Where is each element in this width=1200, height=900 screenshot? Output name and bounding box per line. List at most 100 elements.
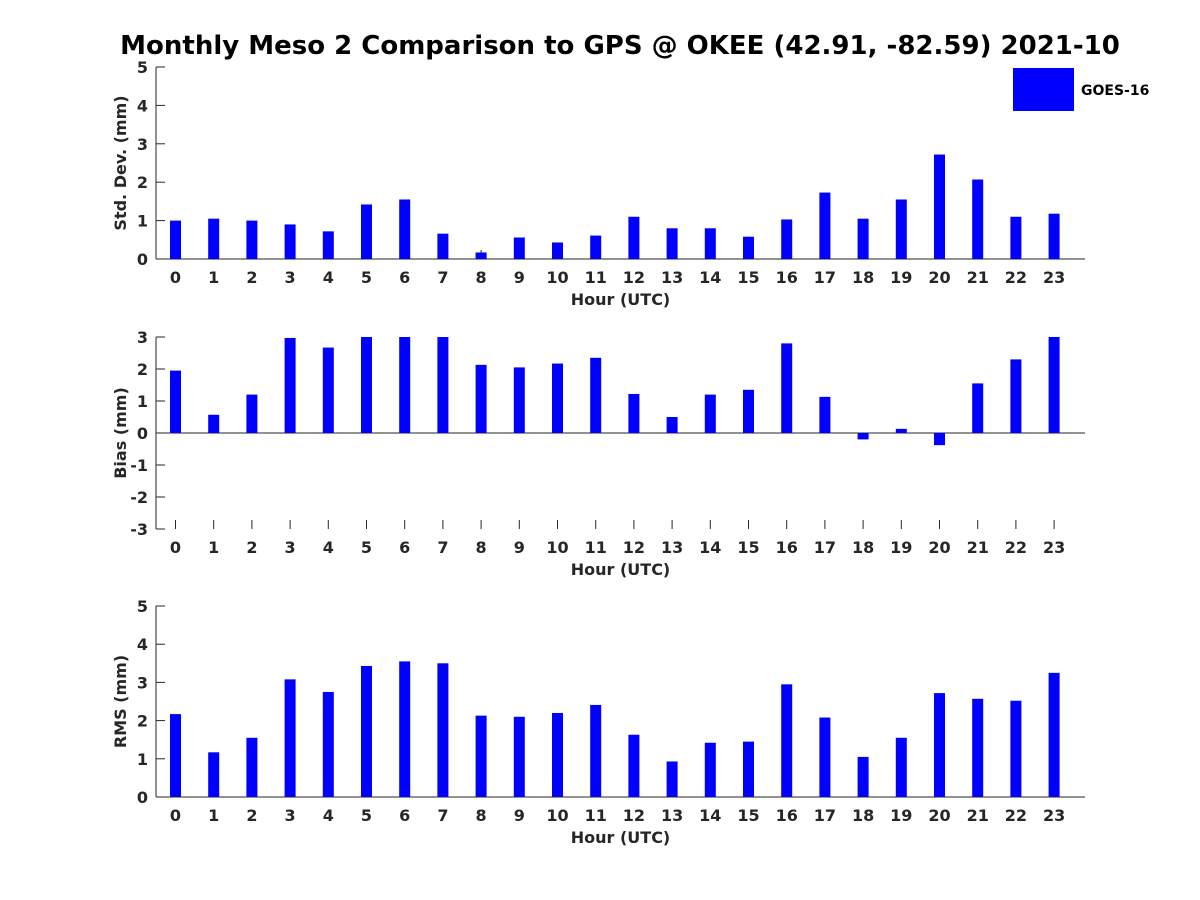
x-tick-label: 14: [699, 806, 721, 825]
bar: [284, 337, 296, 433]
x-tick-label: 12: [623, 268, 645, 287]
bar: [934, 693, 945, 797]
x-axis-label: Hour (UTC): [571, 828, 671, 847]
x-tick-label: 19: [890, 268, 912, 287]
x-tick-label: 5: [361, 268, 372, 287]
x-tick-label: 15: [737, 806, 759, 825]
x-tick-label: 13: [661, 806, 683, 825]
y-tick-label: 2: [137, 360, 148, 379]
bar: [743, 389, 754, 433]
bar: [819, 396, 831, 433]
x-tick-label: 9: [514, 806, 525, 825]
bar: [170, 370, 181, 433]
bar: [857, 218, 869, 259]
bar: [552, 712, 563, 797]
x-tick-label: 11: [585, 538, 607, 557]
x-tick-label: 0: [170, 268, 181, 287]
x-tick-label: 3: [285, 538, 296, 557]
x-tick-label: 15: [737, 538, 759, 557]
bar: [399, 661, 411, 797]
y-tick-label: 5: [137, 58, 148, 77]
bar: [590, 235, 602, 259]
x-tick-label: 10: [546, 538, 568, 557]
x-tick-label: 18: [852, 806, 874, 825]
bar: [590, 357, 602, 433]
x-tick-label: 11: [585, 806, 607, 825]
y-tick-label: -3: [130, 520, 148, 539]
x-tick-label: 14: [699, 538, 721, 557]
bar: [475, 715, 487, 797]
y-tick-label: 1: [137, 392, 148, 411]
legend: GOES-16: [1013, 68, 1149, 111]
bar: [284, 679, 296, 797]
y-tick-label: 2: [137, 173, 148, 192]
bar: [208, 218, 220, 259]
x-tick-label: 7: [437, 268, 448, 287]
x-tick-label: 18: [852, 538, 874, 557]
x-tick-label: 23: [1043, 538, 1065, 557]
bar: [857, 756, 869, 797]
y-tick-label: 5: [137, 597, 148, 616]
y-axis-label: Bias (mm): [111, 387, 130, 479]
bar: [1010, 359, 1022, 433]
bar: [857, 433, 869, 440]
y-tick-label: -1: [130, 456, 148, 475]
bar: [552, 363, 563, 433]
bar: [704, 228, 716, 259]
bar: [361, 337, 372, 433]
x-tick-label: 9: [514, 268, 525, 287]
x-tick-label: 22: [1005, 538, 1027, 557]
bar: [322, 231, 334, 259]
bar: [628, 734, 640, 797]
bar: [972, 698, 984, 797]
bar: [399, 337, 411, 433]
bar: [704, 394, 716, 433]
bar: [1010, 700, 1022, 797]
x-tick-label: 16: [776, 268, 798, 287]
y-tick-label: 3: [137, 328, 148, 347]
y-axis-label: Std. Dev. (mm): [111, 95, 130, 230]
bar: [513, 237, 525, 259]
bar: [704, 742, 716, 797]
x-tick-label: 5: [361, 806, 372, 825]
y-tick-label: 0: [137, 788, 148, 807]
bar: [972, 179, 984, 259]
y-tick-label: 0: [137, 250, 148, 269]
bar: [322, 347, 334, 433]
bar: [246, 737, 258, 797]
y-tick-label: 3: [137, 135, 148, 154]
bar: [513, 716, 525, 797]
x-tick-label: 7: [437, 538, 448, 557]
y-tick-label: 1: [137, 750, 148, 769]
x-tick-label: 20: [928, 538, 950, 557]
x-axis-label: Hour (UTC): [571, 560, 671, 579]
y-tick-label: 3: [137, 673, 148, 692]
x-tick-label: 18: [852, 268, 874, 287]
x-tick-label: 3: [285, 806, 296, 825]
bar: [208, 414, 220, 433]
x-tick-label: 8: [476, 268, 487, 287]
x-tick-label: 23: [1043, 268, 1065, 287]
bar: [666, 228, 678, 259]
bar: [475, 364, 487, 433]
x-tick-label: 4: [323, 806, 334, 825]
bar: [743, 741, 754, 797]
bar: [934, 433, 945, 446]
bar: [437, 663, 449, 797]
bar: [628, 393, 640, 433]
y-tick-label: 4: [137, 96, 148, 115]
x-tick-label: 14: [699, 268, 721, 287]
bar: [208, 752, 220, 797]
x-tick-label: 12: [623, 806, 645, 825]
bar: [437, 337, 449, 433]
bar: [361, 665, 372, 797]
legend-swatch: [1013, 68, 1074, 111]
x-tick-label: 12: [623, 538, 645, 557]
bar: [1048, 213, 1060, 259]
bar: [1048, 672, 1060, 797]
bar: [399, 199, 411, 259]
bar: [590, 704, 602, 797]
bar: [895, 737, 907, 797]
x-tick-label: 15: [737, 268, 759, 287]
